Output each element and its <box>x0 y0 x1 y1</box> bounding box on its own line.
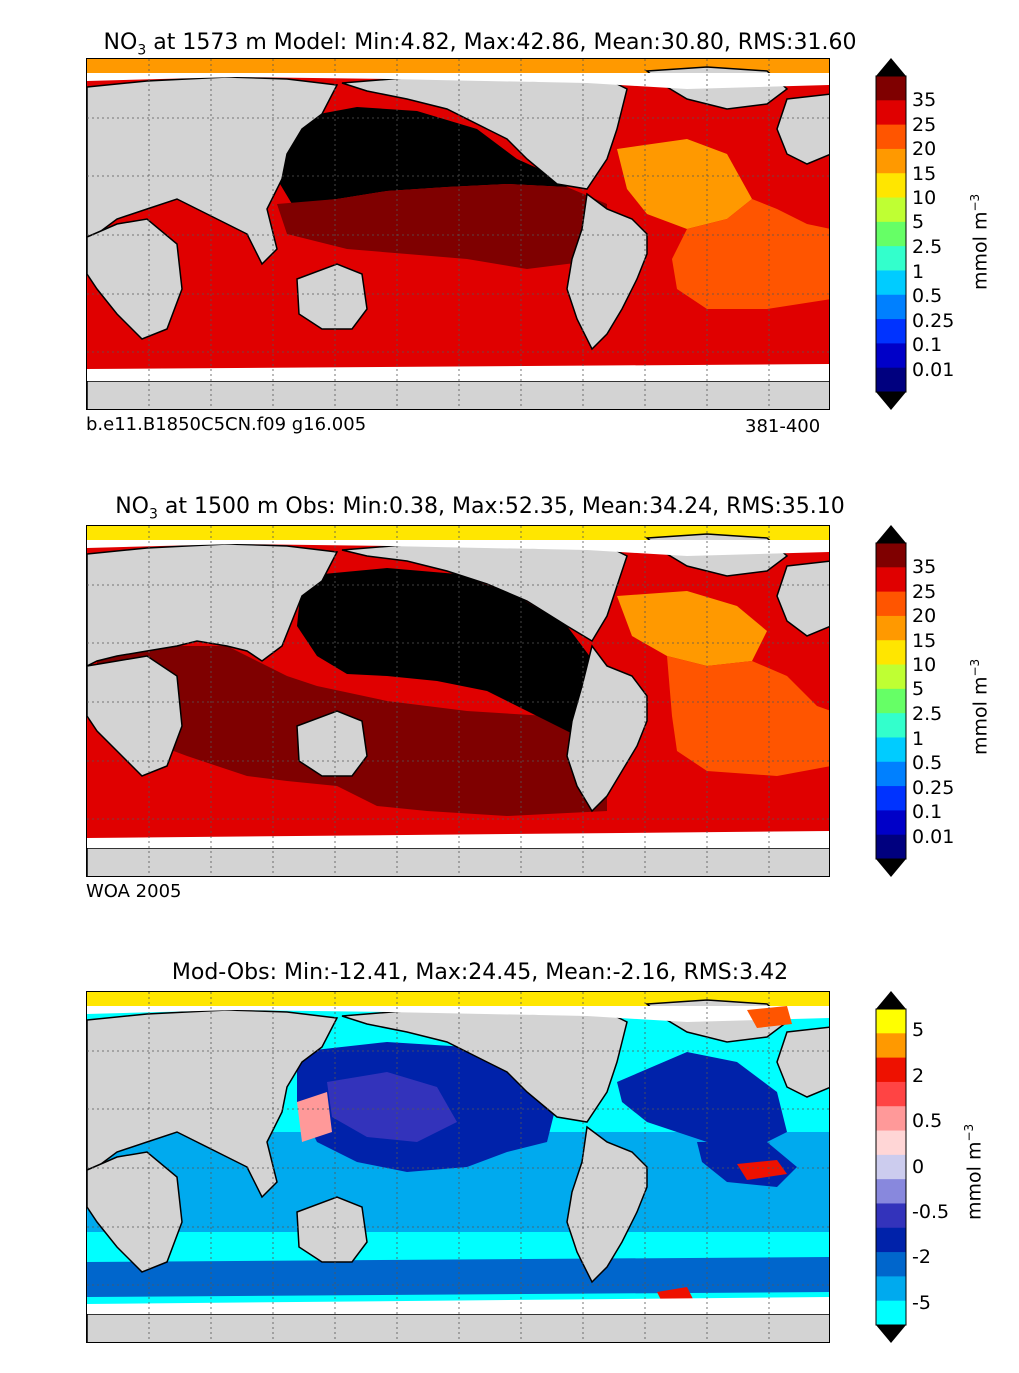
colorbar-segment <box>876 834 906 860</box>
colorbar-tick-label: 0.25 <box>912 310 955 332</box>
colorbar-segment <box>876 1130 906 1156</box>
colorbar-tick-label: 0.25 <box>912 777 955 799</box>
footer-years: 381-400 <box>745 416 821 437</box>
colorbar-top-cap <box>876 991 906 1009</box>
footer-source: WOA 2005 <box>86 881 182 902</box>
colorbar-tick-label: 35 <box>912 556 937 578</box>
colorbar-segment <box>876 1009 906 1034</box>
colorbar-tick-label: 20 <box>912 138 937 160</box>
colorbar-tick-label: 0.5 <box>912 752 943 774</box>
colorbar-model <box>875 58 907 410</box>
colorbar-segment <box>876 148 906 174</box>
colorbar-tick-label: 1 <box>912 728 925 750</box>
colorbar-tick-label: -5 <box>912 1292 931 1314</box>
colorbar-tick-label: 5 <box>912 1019 925 1041</box>
colorbar-segment <box>876 664 906 690</box>
colorbar-tick-label: 10 <box>912 654 937 676</box>
colorbar-segment <box>876 1154 906 1180</box>
colorbar-segment <box>876 319 906 344</box>
colorbar-tick-label: 0.5 <box>912 285 943 307</box>
colorbar-segment <box>876 737 906 763</box>
colorbar-segment <box>876 1106 906 1132</box>
colorbar-segment <box>876 270 906 296</box>
colorbar-segment <box>876 124 906 150</box>
colorbar-segment <box>876 173 906 199</box>
colorbar-segment <box>876 688 906 714</box>
colorbar-segment <box>876 1081 906 1107</box>
colorbar-tick-label: 35 <box>912 89 937 111</box>
colorbar-unit-label: mmol m−3 <box>968 658 992 755</box>
colorbar-tick-label: -2 <box>912 1246 931 1268</box>
colorbar-segment <box>876 615 906 641</box>
colorbar-tick-label: -0.5 <box>912 1201 950 1223</box>
colorbar-segment <box>876 591 906 617</box>
colorbar-tick-label: 15 <box>912 163 937 185</box>
colorbar-top-cap <box>876 525 906 543</box>
colorbar-segment <box>876 343 906 369</box>
colorbar-segment <box>876 543 906 568</box>
colorbar-tick-label: 0 <box>912 1156 925 1178</box>
panel-title: Mod-Obs: Min:-12.41, Max:24.45, Mean:-2.… <box>171 960 789 985</box>
colorbar-tick-label: 0.01 <box>912 826 955 848</box>
colorbar-segment <box>876 294 906 320</box>
colorbar-tick-label: 20 <box>912 605 937 627</box>
colorbar-tick-label: 0.1 <box>912 801 943 823</box>
colorbar-segment <box>876 1300 906 1326</box>
colorbar-obs <box>875 525 907 877</box>
colorbar-segment <box>876 1203 906 1229</box>
colorbar-difference <box>875 991 907 1343</box>
colorbar-bottom-cap <box>876 392 906 410</box>
colorbar-tick-label: 0.01 <box>912 359 955 381</box>
panel-title: NO3 at 1500 m Obs: Min:0.38, Max:52.35, … <box>115 494 845 523</box>
colorbar-segment <box>876 1252 906 1277</box>
colorbar-tick-label: 10 <box>912 187 937 209</box>
colorbar-bottom-cap <box>876 859 906 877</box>
colorbar-segment <box>876 221 906 247</box>
colorbar-unit-label: mmol m−3 <box>962 1123 986 1220</box>
colorbar-tick-label: 2.5 <box>912 236 943 258</box>
colorbar-tick-label: 25 <box>912 581 937 603</box>
colorbar-segment <box>876 100 906 126</box>
colorbar-segment <box>876 1227 906 1253</box>
colorbar-segment <box>876 640 906 666</box>
colorbar-segment <box>876 367 906 393</box>
colorbar-segment <box>876 810 906 836</box>
colorbar-segment <box>876 761 906 787</box>
map-model <box>86 58 830 410</box>
colorbar-segment <box>876 246 906 271</box>
map-obs <box>86 525 830 877</box>
colorbar-tick-label: 5 <box>912 211 925 233</box>
colorbar-tick-label: 2 <box>912 1065 925 1087</box>
colorbar-tick-label: 1 <box>912 261 925 283</box>
colorbar-segment <box>876 197 906 223</box>
colorbar-tick-label: 25 <box>912 114 937 136</box>
colorbar-frame <box>875 1008 907 1326</box>
panel-title: NO3 at 1573 m Model: Min:4.82, Max:42.86… <box>103 30 857 59</box>
colorbar-segment <box>876 1057 906 1083</box>
colorbar-segment <box>876 713 906 738</box>
colorbar-segment <box>876 1276 906 1302</box>
colorbar-segment <box>876 567 906 593</box>
footer-case-name: b.e11.B1850C5CN.f09 g16.005 <box>86 414 367 435</box>
colorbar-unit-label: mmol m−3 <box>968 193 992 290</box>
colorbar-tick-label: 15 <box>912 630 937 652</box>
colorbar-segment <box>876 786 906 811</box>
colorbar-segment <box>876 1179 906 1204</box>
colorbar-segment <box>876 1033 906 1059</box>
colorbar-tick-label: 0.1 <box>912 334 943 356</box>
colorbar-segment <box>876 76 906 101</box>
colorbar-frame <box>875 542 907 860</box>
colorbar-top-cap <box>876 58 906 76</box>
colorbar-tick-label: 5 <box>912 678 925 700</box>
colorbar-tick-label: 2.5 <box>912 703 943 725</box>
colorbar-bottom-cap <box>876 1325 906 1343</box>
colorbar-frame <box>875 75 907 393</box>
map-difference <box>86 991 830 1343</box>
colorbar-tick-label: 0.5 <box>912 1110 943 1132</box>
